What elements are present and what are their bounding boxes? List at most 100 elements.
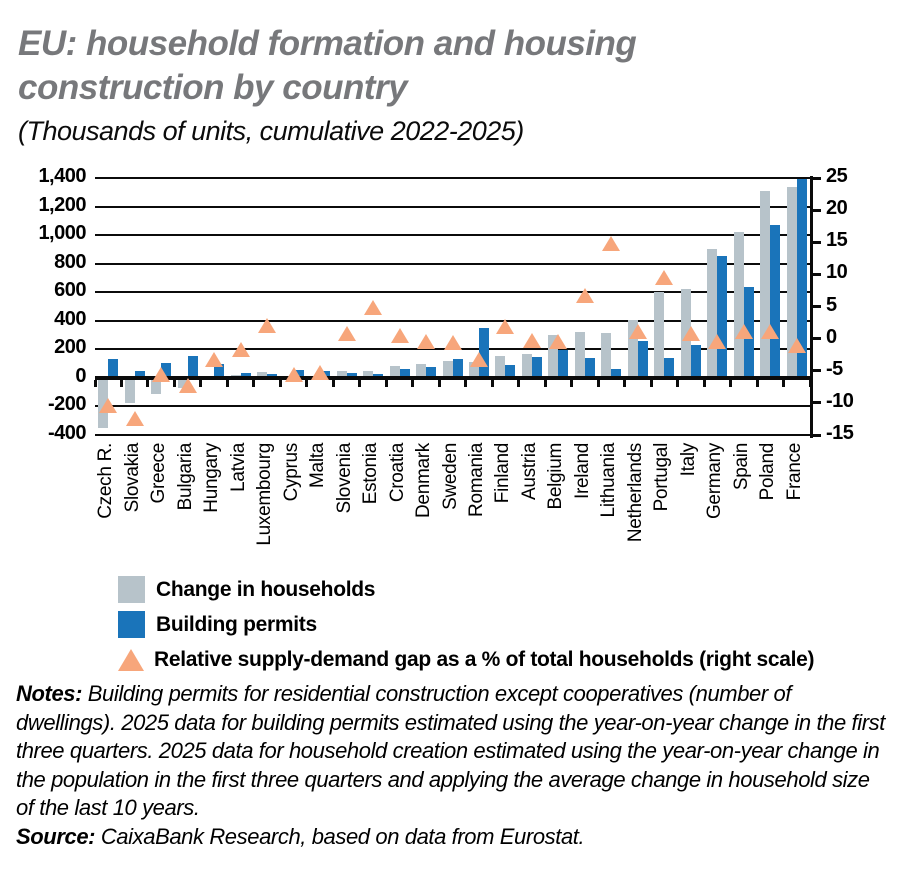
- chart-subtitle: (Thousands of units, cumulative 2022-202…: [18, 116, 524, 146]
- bar-permits-Slovakia: [134, 370, 145, 378]
- right-axis-tick: [810, 433, 821, 437]
- bar-permits-Luxembourg: [267, 373, 278, 378]
- gap-marker-Croatia: [390, 328, 409, 344]
- gap-marker-France: [787, 337, 806, 353]
- category-label-Belgium: Belgium: [545, 443, 567, 510]
- bar-households-Portugal: [654, 291, 665, 378]
- right-axis-tick: [810, 176, 821, 180]
- category-tick: [437, 379, 441, 387]
- bar-permits-France: [796, 179, 807, 378]
- gap-marker-Slovenia: [337, 326, 356, 342]
- gridline: [95, 262, 813, 265]
- left-axis-tick-label: 200: [54, 336, 86, 359]
- category-tick: [649, 379, 653, 387]
- category-label-Latvia: Latvia: [227, 443, 249, 492]
- left-axis-tick-label: 800: [54, 250, 86, 273]
- category-tick: [172, 379, 176, 387]
- category-label-Estonia: Estonia: [360, 443, 382, 505]
- bar-permits-Latvia: [240, 372, 251, 378]
- bar-households-Ireland: [574, 332, 585, 378]
- category-label-Portugal: Portugal: [651, 443, 673, 512]
- right-axis-tick: [810, 272, 821, 276]
- notes-text: Building permits for residential constru…: [16, 681, 885, 820]
- bar-permits-Netherlands: [637, 341, 648, 378]
- gap-marker-Estonia: [364, 299, 383, 315]
- bar-households-Netherlands: [627, 320, 638, 378]
- gap-marker-Luxembourg: [258, 317, 277, 333]
- bar-permits-Hungary: [214, 363, 225, 378]
- gap-marker-Malta: [311, 364, 330, 380]
- left-axis-tick-label: 1,400: [38, 165, 86, 187]
- legend-label: Relative supply-demand gap as a % of tot…: [154, 647, 815, 671]
- category-tick: [517, 379, 521, 387]
- category-tick: [199, 379, 203, 387]
- bar-permits-Sweden: [452, 358, 463, 378]
- source-text: CaixaBank Research, based on data from E…: [95, 823, 585, 849]
- bar-households-Estonia: [363, 370, 374, 378]
- chart-legend: Change in households Building permits Re…: [118, 576, 815, 681]
- category-tick: [358, 379, 362, 387]
- bar-households-Croatia: [389, 366, 400, 378]
- right-axis-tick-label: -10: [826, 389, 854, 412]
- gridline: [95, 291, 813, 294]
- category-tick: [146, 379, 150, 387]
- category-tick: [543, 379, 547, 387]
- category-label-Greece: Greece: [148, 443, 170, 504]
- category-tick: [570, 379, 574, 387]
- gap-marker-Belgium: [549, 334, 568, 350]
- category-label-Czech R.: Czech R.: [95, 443, 117, 519]
- left-axis-tick-label: -200: [47, 393, 87, 416]
- category-tick: [490, 379, 494, 387]
- triangle-marker-icon: [118, 648, 144, 671]
- bar-households-Luxembourg: [257, 372, 268, 378]
- gap-marker-Denmark: [417, 333, 436, 349]
- bar-households-Austria: [521, 353, 532, 378]
- bar-households-Lithuania: [601, 332, 612, 378]
- bar-households-Spain: [733, 232, 744, 378]
- category-label-Hungary: Hungary: [201, 443, 223, 513]
- category-label-Romania: Romania: [465, 443, 487, 517]
- category-tick: [252, 379, 256, 387]
- category-tick: [623, 379, 627, 387]
- right-axis-tick-label: 15: [826, 229, 848, 252]
- category-label-Austria: Austria: [518, 443, 540, 501]
- gridline: [95, 319, 813, 322]
- category-tick: [384, 379, 388, 387]
- gap-marker-Austria: [522, 332, 541, 348]
- gap-marker-Czech R.: [99, 398, 118, 414]
- category-label-Cyprus: Cyprus: [280, 443, 302, 502]
- legend-item-households: Change in households: [118, 576, 814, 603]
- bar-permits-Finland: [505, 365, 516, 378]
- gap-marker-Latvia: [231, 341, 250, 357]
- category-tick: [119, 379, 123, 387]
- bar-permits-Slovenia: [346, 372, 357, 378]
- gap-marker-Greece: [152, 367, 171, 383]
- right-axis-tick-label: 5: [826, 293, 837, 316]
- gap-marker-Spain: [734, 324, 753, 340]
- bar-households-Romania: [468, 362, 479, 378]
- category-tick: [755, 379, 759, 387]
- gap-marker-Finland: [496, 319, 515, 335]
- bar-permits-Germany: [717, 255, 728, 378]
- category-tick: [225, 379, 229, 387]
- gridline: [95, 177, 813, 179]
- category-tick: [729, 379, 733, 387]
- category-tick: [411, 379, 415, 387]
- legend-item-gap: Relative supply-demand gap as a % of tot…: [118, 646, 815, 673]
- gap-marker-Ireland: [575, 288, 594, 304]
- left-axis-tick-label: 400: [54, 307, 86, 330]
- right-axis-tick: [810, 208, 821, 212]
- bar-permits-Italy: [690, 345, 701, 378]
- notes-paragraph: Notes: Building permits for residential …: [16, 680, 892, 823]
- legend-label: Building permits: [156, 612, 317, 636]
- category-label-Sweden: Sweden: [439, 443, 461, 510]
- bar-permits-Lithuania: [611, 368, 622, 378]
- chart-title: EU: household formation and housing cons…: [18, 24, 637, 107]
- category-label-Lithuania: Lithuania: [598, 443, 620, 518]
- gap-marker-Slovakia: [125, 410, 144, 426]
- gap-marker-Hungary: [205, 351, 224, 367]
- bar-permits-Croatia: [399, 368, 410, 378]
- bar-permits-Poland: [770, 225, 781, 378]
- chart-notes: Notes: Building permits for residential …: [16, 680, 892, 851]
- legend-label: Change in households: [156, 577, 376, 601]
